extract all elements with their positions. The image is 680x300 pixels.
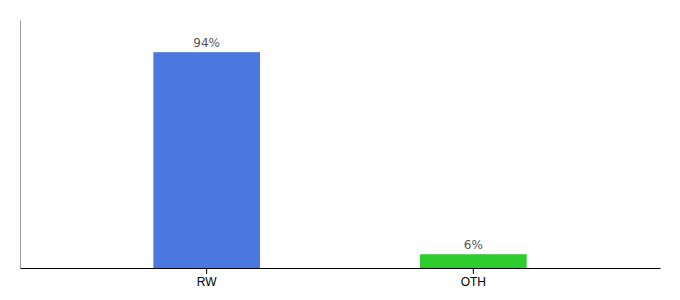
y-axis-line	[20, 21, 21, 269]
x-axis: RW OTH	[21, 268, 661, 289]
x-tick: OTH	[461, 268, 486, 289]
data-label: 6%	[464, 238, 483, 252]
chart-svg: 94% 6% RW OTH	[0, 0, 680, 300]
x-tick-mark	[473, 268, 474, 274]
x-tick-mark	[206, 268, 207, 274]
bar	[153, 52, 260, 268]
bar	[420, 254, 527, 268]
x-tick-label: OTH	[461, 275, 486, 289]
x-tick-label: RW	[197, 275, 217, 289]
y-axis	[20, 21, 21, 269]
chart-container: 94% 6% RW OTH	[0, 0, 680, 300]
x-axis-line	[21, 268, 661, 269]
plot-area: 94% 6% RW OTH	[21, 21, 661, 289]
x-tick: RW	[197, 268, 217, 289]
bars	[153, 52, 526, 268]
data-labels: 94% 6%	[193, 36, 483, 252]
data-label: 94%	[193, 36, 220, 50]
